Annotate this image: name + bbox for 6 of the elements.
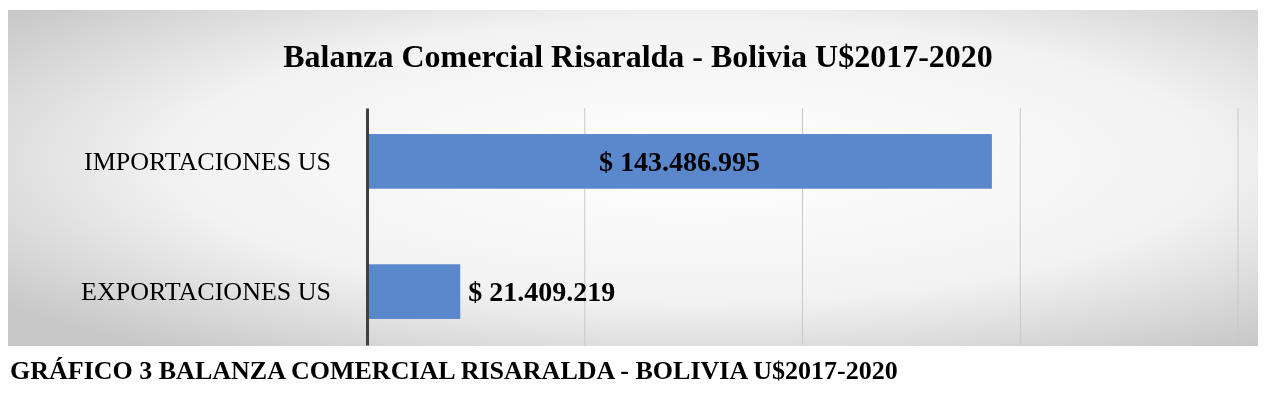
- data-label: $ 21.409.219: [468, 276, 616, 308]
- data-label: $ 143.486.995: [598, 146, 760, 178]
- y-tick-label: EXPORTACIONES US: [81, 276, 331, 306]
- chart-title: Balanza Comercial Risaralda - Bolivia U$2017-2020: [283, 38, 993, 74]
- y-tick-label: IMPORTACIONES US: [84, 146, 331, 176]
- text: GRÁFICO 3 BALANZA COMERCIAL RISARALDA - BOLIVIA U$2017-2020: [10, 356, 898, 385]
